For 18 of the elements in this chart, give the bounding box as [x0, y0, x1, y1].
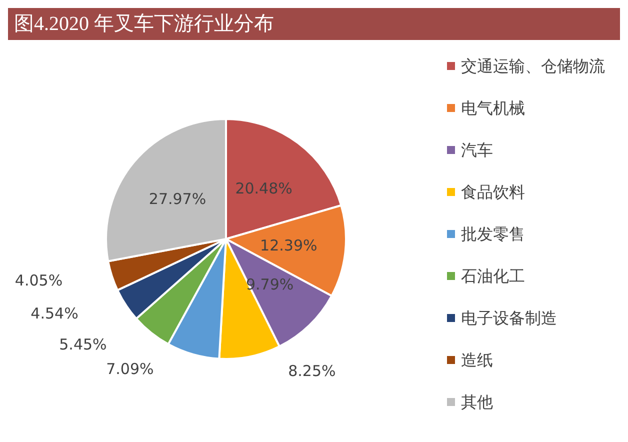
chart-title: 图4.2020 年叉车下游行业分布 [14, 13, 274, 35]
data-label: 12.39% [260, 236, 318, 255]
legend-label: 其他 [461, 392, 493, 412]
data-label: 5.45% [59, 336, 107, 354]
data-label: 4.05% [14, 272, 63, 290]
legend-label: 汽车 [461, 140, 493, 160]
legend-label: 造纸 [461, 350, 493, 370]
legend-label: 石油化工 [461, 266, 525, 286]
data-label: 20.48% [235, 180, 292, 198]
legend-label: 交通运输、仓储物流 [461, 56, 605, 76]
legend-label: 电子设备制造 [461, 308, 557, 328]
data-label: 7.09% [106, 360, 154, 378]
legend-label: 批发零售 [461, 224, 525, 244]
legend-label: 食品饮料 [461, 182, 525, 202]
data-label: 4.54% [30, 304, 78, 322]
data-label: 8.25% [288, 362, 336, 380]
data-label: 27.97% [148, 190, 206, 208]
legend-label: 电气机械 [461, 98, 525, 118]
